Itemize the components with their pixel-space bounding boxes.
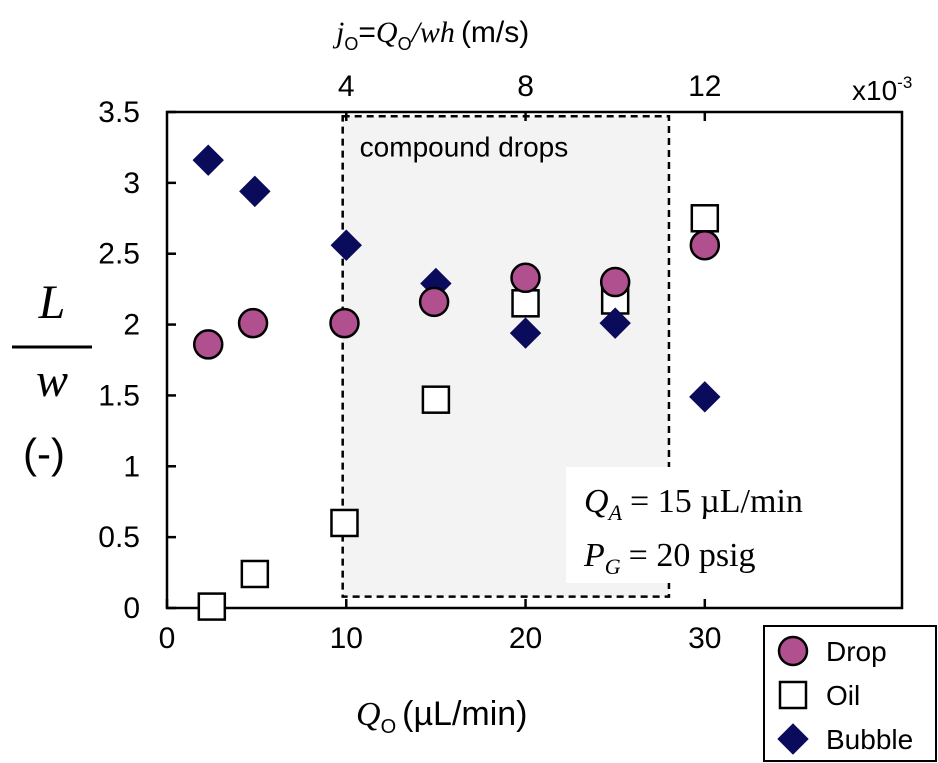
conditions-box: [566, 467, 884, 583]
top-axis-multiplier: x10-3: [852, 73, 912, 106]
x-tick-label: 30: [688, 622, 721, 655]
region-label: compound drops: [360, 131, 569, 162]
oil-point: [240, 559, 270, 589]
y-tick-label: 1.5: [98, 379, 140, 412]
bubble-point: [509, 317, 542, 349]
legend-marker-oil: [778, 680, 808, 710]
drop-point: [237, 307, 269, 339]
legend-item-bubble: Bubble: [777, 723, 913, 755]
top-axis-label: jO=QO/wh (m/s): [332, 16, 529, 54]
y-axis-label-unit: (-): [23, 430, 65, 477]
x-tick-label: 0: [159, 622, 176, 655]
condition-pg: PG = 20 psig: [583, 537, 756, 579]
y-tick-label: 0.5: [98, 521, 140, 554]
legend: Drop Oil Bubble: [763, 625, 937, 762]
y-tick-label: 3: [123, 167, 140, 200]
y-tick-label: 1: [123, 450, 140, 483]
drop-point: [192, 329, 224, 360]
drop-point: [418, 286, 450, 318]
legend-label: Bubble: [826, 724, 913, 755]
data-marks: [192, 144, 721, 621]
legend-item-oil: Oil: [778, 680, 860, 711]
legend-marker-bubble: [777, 723, 809, 755]
legend-marker-drop: [777, 635, 809, 667]
x-tick-label: 20: [509, 622, 542, 655]
axis-ticks: 0 10 20 30 0 0.5 1 1.5 2 2.5 3 3.5 4 8 12: [98, 70, 721, 655]
top-tick-label: 4: [338, 70, 355, 103]
condition-qa: QA = 15 µL/min: [584, 483, 803, 525]
series-drop: [192, 229, 721, 360]
oil-point: [690, 204, 720, 233]
bubble-point: [239, 175, 271, 208]
y-axis-label-denominator: w: [36, 354, 68, 407]
y-tick-label: 2: [123, 309, 140, 342]
x-axis-label: QO (µL/min): [356, 695, 528, 738]
drop-point: [689, 229, 721, 261]
oil-point: [511, 289, 540, 318]
drop-point: [329, 307, 360, 339]
top-tick-label: 12: [688, 70, 721, 103]
bubble-point: [192, 144, 224, 176]
y-tick-label: 3.5: [98, 96, 140, 129]
bubble-point: [689, 381, 721, 413]
oil-point: [197, 592, 227, 621]
y-tick-label: 2.5: [98, 238, 140, 271]
bubble-point: [330, 229, 362, 261]
legend-label: Drop: [826, 636, 887, 667]
oil-point: [421, 385, 451, 414]
drop-point: [510, 262, 541, 294]
legend-item-drop: Drop: [777, 635, 887, 667]
y-axis-label-numerator: L: [38, 276, 66, 329]
bubble-point: [599, 307, 631, 339]
x-tick-label: 10: [330, 622, 363, 655]
legend-label: Oil: [826, 680, 860, 711]
drop-point: [599, 266, 631, 298]
y-tick-label: 0: [123, 592, 140, 625]
top-tick-label: 8: [517, 70, 534, 103]
oil-point: [330, 508, 359, 538]
